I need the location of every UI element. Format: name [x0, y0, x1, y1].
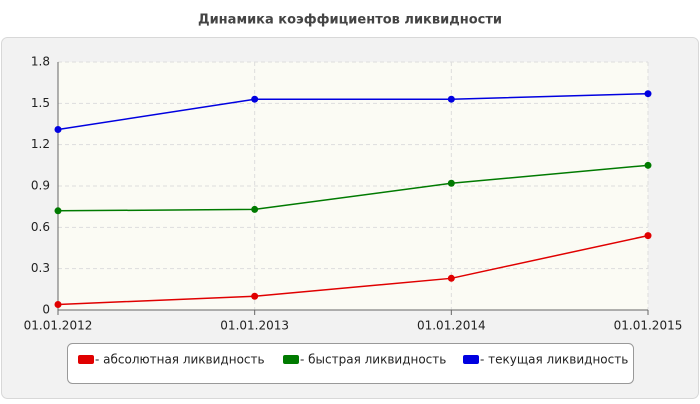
legend-swatch [78, 355, 94, 364]
y-tick-label: 0.3 [31, 261, 50, 275]
data-point [447, 179, 455, 187]
series-line [57, 92, 649, 131]
data-point [644, 232, 652, 240]
legend-label: - текущая ликвидность [480, 353, 628, 367]
data-point [251, 95, 259, 103]
y-tick-label: 1.2 [31, 137, 50, 151]
legend [67, 343, 634, 384]
data-point [447, 274, 455, 282]
data-point [251, 292, 259, 300]
chart-title: Динамика коэффициентов ликвидности [198, 13, 502, 28]
data-point [644, 90, 652, 98]
x-tick-label: 01.01.2013 [220, 319, 289, 333]
y-tick-label: 0.6 [31, 220, 50, 234]
data-point [54, 207, 62, 215]
data-point [644, 161, 652, 169]
legend-swatch [283, 355, 299, 364]
y-tick-label: 0.9 [31, 179, 50, 193]
x-tick-label: 01.01.2015 [614, 319, 683, 333]
series-line [57, 234, 649, 306]
data-point [447, 95, 455, 103]
y-tick-label: 0 [42, 303, 50, 317]
series-line [57, 164, 649, 212]
x-tick-label: 01.01.2014 [417, 319, 486, 333]
legend-label: - абсолютная ликвидность [95, 353, 265, 367]
data-point [54, 126, 62, 134]
y-tick-label: 1.8 [31, 55, 50, 69]
legend-swatch [463, 355, 479, 364]
y-tick-label: 1.5 [31, 96, 50, 110]
legend-label: - быстрая ликвидность [300, 353, 446, 367]
data-point [251, 205, 259, 213]
data-point [54, 300, 62, 308]
x-tick-label: 01.01.2012 [24, 319, 93, 333]
